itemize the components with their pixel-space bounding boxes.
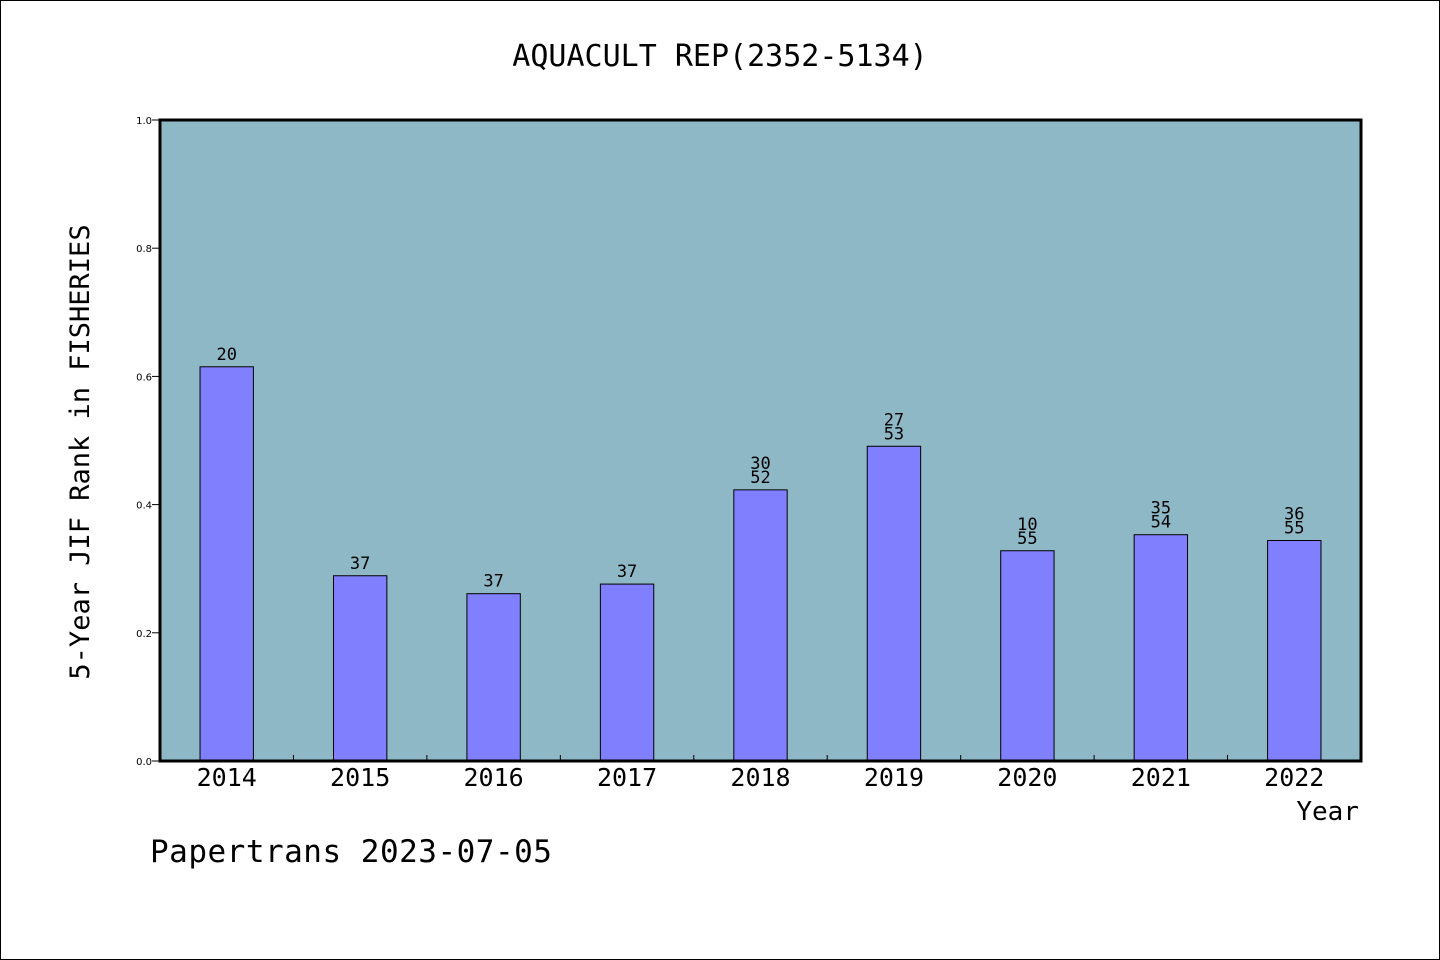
- axis-layer: 2014 2015 2016 2017 2018 2019 2020 2021 2022 0.0 0…: [136, 116, 1324, 792]
- bar-label-2018-2: 52: [750, 468, 770, 488]
- bar-label-2014-1: 20: [216, 345, 236, 365]
- bar-label-2019-2: 53: [884, 424, 904, 444]
- bar-2022: [1267, 539, 1322, 762]
- bar-label-2020-1: 10: [1017, 515, 1037, 535]
- bar-label-2021-1: 35: [1151, 499, 1171, 519]
- y-tick-label-0.4: 0.4: [136, 501, 152, 512]
- bar-2019: [866, 445, 922, 762]
- bar-label-2017-1: 37: [617, 562, 637, 582]
- x-tick-label-2015: 2015: [330, 763, 390, 792]
- x-tick-label-2014: 2014: [197, 763, 257, 792]
- bar-label-2021-2: 54: [1151, 513, 1171, 533]
- bar-2014: [199, 366, 254, 762]
- x-tick-label-2018: 2018: [730, 763, 790, 792]
- bar-label-2015-1: 37: [350, 554, 370, 574]
- x-axis-label: Year: [1296, 797, 1359, 827]
- bar-label-2016-1: 37: [483, 572, 503, 592]
- x-tick-label-2021: 2021: [1131, 763, 1191, 792]
- chart-title: AQUACULT REP(2352-5134): [512, 39, 927, 74]
- footer-text: Papertrans 2023-07-05: [150, 834, 553, 870]
- bar-2018: [733, 489, 788, 762]
- x-tick-label-2020: 2020: [997, 763, 1057, 792]
- x-tick-label-2017: 2017: [597, 763, 657, 792]
- y-tick-label-1.0: 1.0: [136, 116, 152, 127]
- x-tick-label-2022: 2022: [1264, 763, 1324, 792]
- y-tick-label-0.0: 0.0: [136, 757, 152, 768]
- bar-label-2018-1: 30: [750, 454, 770, 474]
- bar-2020: [1000, 550, 1055, 762]
- y-tick-label-0.8: 0.8: [136, 244, 152, 255]
- bar-2021: [1133, 534, 1189, 762]
- y-tick-label-0.2: 0.2: [136, 629, 152, 640]
- bar-2016: [466, 593, 521, 762]
- x-tick-label-2016: 2016: [464, 763, 524, 792]
- y-tick-label-0.6: 0.6: [136, 372, 152, 383]
- bar-label-2020-2: 55: [1017, 529, 1037, 549]
- y-axis-label: 5-Year JIF Rank in FISHERIES: [65, 224, 96, 679]
- bar-label-2019-1: 27: [884, 410, 904, 430]
- bar-label-2022-2: 55: [1284, 518, 1304, 538]
- bar-2017: [599, 583, 655, 762]
- x-tick-label-2019: 2019: [864, 763, 924, 792]
- bar-label-2022-1: 36: [1284, 504, 1304, 524]
- bar-2015: [332, 575, 388, 762]
- plot-border: [158, 118, 1363, 763]
